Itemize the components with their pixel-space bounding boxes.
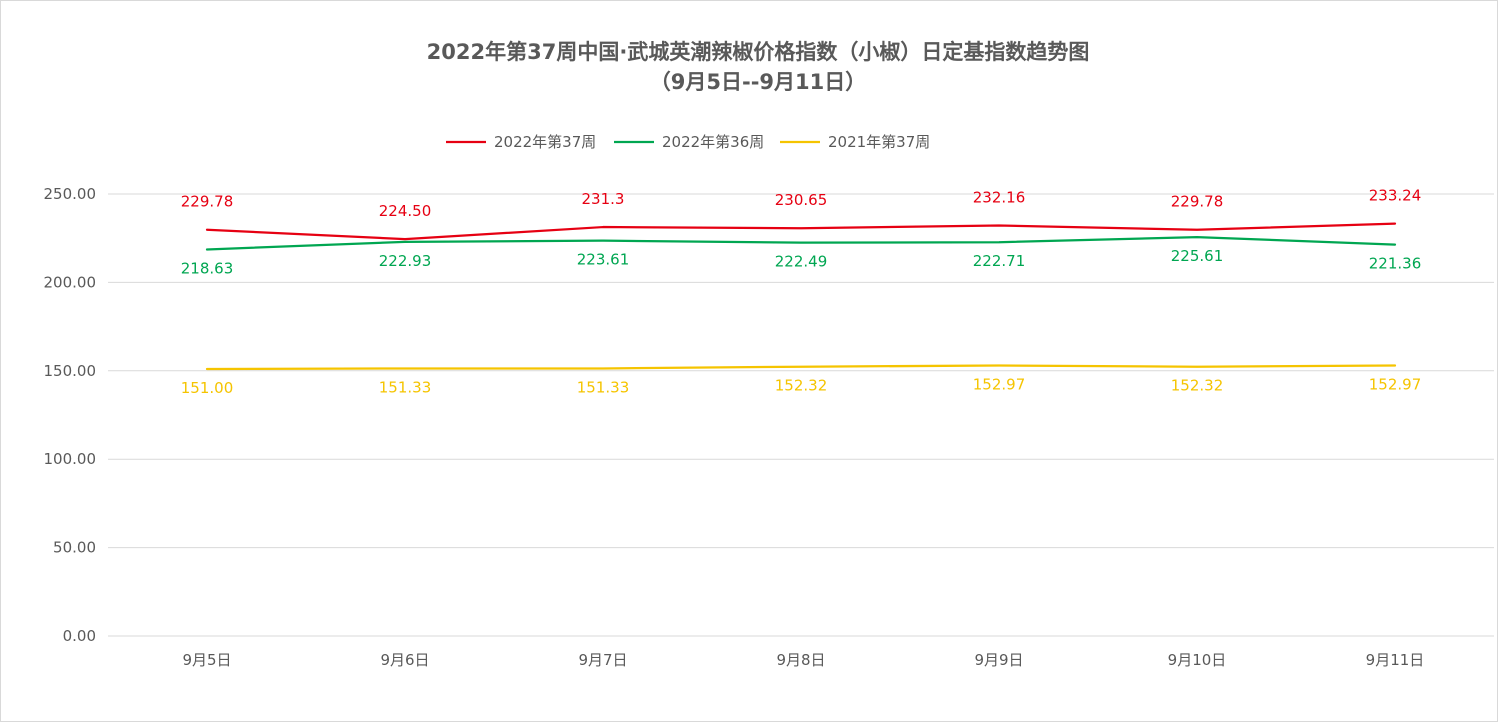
y-tick-label: 250.00 xyxy=(44,185,97,203)
y-axis: 0.00 50.00 100.00 150.00 200.00 250.00 xyxy=(44,185,97,645)
x-tick-label: 9月5日 xyxy=(182,651,231,669)
gridlines xyxy=(108,193,1494,637)
data-label: 151.33 xyxy=(379,378,432,396)
series-line-0 xyxy=(205,222,1397,241)
data-label: 222.71 xyxy=(973,252,1026,270)
data-label: 151.00 xyxy=(181,379,234,397)
data-label: 229.78 xyxy=(1171,193,1224,211)
x-tick-label: 9月9日 xyxy=(974,651,1023,669)
data-label: 231.3 xyxy=(582,190,625,208)
y-tick-label: 100.00 xyxy=(44,450,97,468)
x-tick-label: 9月11日 xyxy=(1366,651,1425,669)
data-label: 221.36 xyxy=(1369,255,1422,273)
chart-title: 2022年第37周中国·武城英潮辣椒价格指数（小椒）日定基指数趋势图 xyxy=(427,40,1090,64)
x-tick-label: 9月6日 xyxy=(380,651,429,669)
data-label: 152.97 xyxy=(973,376,1026,394)
y-tick-label: 0.00 xyxy=(63,627,96,645)
x-tick-label: 9月7日 xyxy=(578,651,627,669)
series-line-1 xyxy=(205,235,1397,251)
y-tick-label: 200.00 xyxy=(44,273,97,291)
x-tick-label: 9月10日 xyxy=(1168,651,1227,669)
x-tick-label: 9月8日 xyxy=(776,651,825,669)
series-line-2 xyxy=(205,364,1397,371)
x-axis: 9月5日 9月6日 9月7日 9月8日 9月9日 9月10日 9月11日 xyxy=(182,651,1424,669)
legend-item: 2021年第37周 xyxy=(828,133,930,151)
legend-item: 2022年第37周 xyxy=(494,133,596,151)
data-label: 233.24 xyxy=(1369,187,1422,205)
data-label: 230.65 xyxy=(775,191,828,209)
data-label: 225.61 xyxy=(1171,247,1224,265)
data-label: 222.49 xyxy=(775,253,828,271)
data-label: 224.50 xyxy=(379,202,432,220)
y-tick-label: 50.00 xyxy=(53,539,96,557)
data-label: 229.78 xyxy=(181,193,234,211)
data-labels: 229.78 224.50 231.3 230.65 232.16 229.78 233.2… xyxy=(181,187,1422,397)
data-label: 222.93 xyxy=(379,252,432,270)
data-label: 152.97 xyxy=(1369,376,1422,394)
data-label: 152.32 xyxy=(1171,377,1224,395)
data-label: 152.32 xyxy=(775,377,828,395)
data-label: 151.33 xyxy=(577,378,630,396)
chart-subtitle: （9月5日--9月11日） xyxy=(650,70,867,94)
series-group xyxy=(205,222,1397,371)
data-label: 232.16 xyxy=(973,189,1026,207)
data-label: 218.63 xyxy=(181,259,234,277)
legend-item: 2022年第36周 xyxy=(662,133,764,151)
y-tick-label: 150.00 xyxy=(44,362,97,380)
legend: 2022年第37周 2022年第36周 2021年第37周 xyxy=(446,133,930,151)
data-label: 223.61 xyxy=(577,251,630,269)
